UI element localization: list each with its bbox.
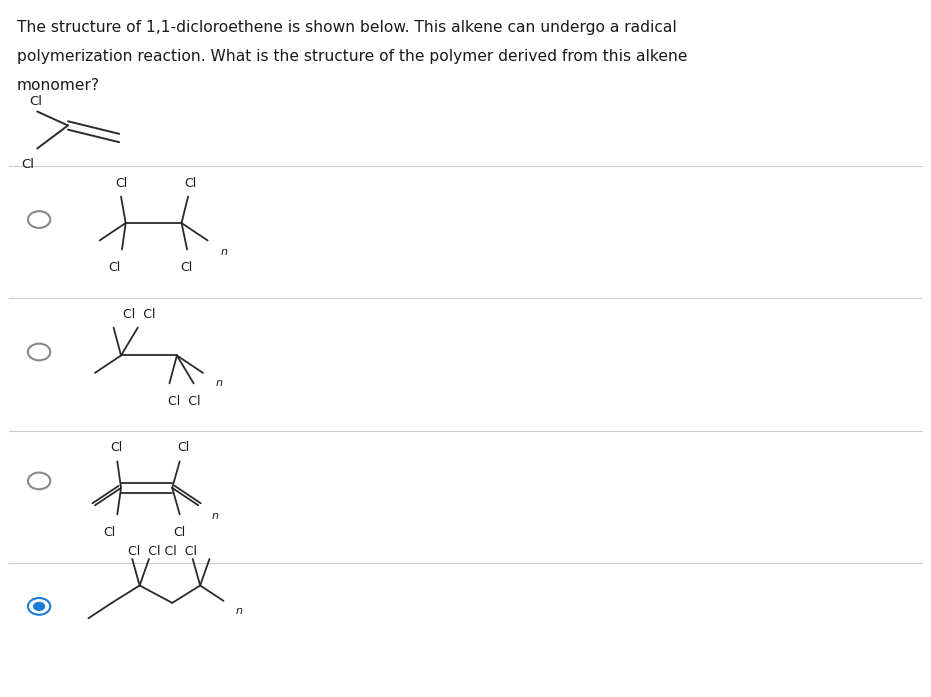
- Text: Cl: Cl: [173, 526, 186, 539]
- Text: n: n: [211, 511, 219, 521]
- Text: n: n: [216, 378, 223, 388]
- Text: Cl: Cl: [180, 261, 193, 275]
- Text: Cl  Cl: Cl Cl: [123, 307, 155, 321]
- Text: Cl: Cl: [177, 441, 190, 454]
- Text: Cl: Cl: [29, 95, 42, 108]
- Circle shape: [33, 602, 46, 611]
- Text: Cl  Cl Cl  Cl: Cl Cl Cl Cl: [128, 544, 197, 558]
- Text: Cl: Cl: [184, 176, 197, 190]
- Text: Cl  Cl: Cl Cl: [168, 395, 200, 408]
- Text: The structure of 1,1-dicloroethene is shown below. This alkene can undergo a rad: The structure of 1,1-dicloroethene is sh…: [17, 20, 677, 35]
- Text: n: n: [236, 606, 243, 616]
- Text: Cl: Cl: [115, 176, 128, 190]
- Text: Cl: Cl: [108, 261, 121, 275]
- Text: Cl: Cl: [110, 441, 123, 454]
- Text: Cl: Cl: [21, 158, 34, 171]
- Text: Cl: Cl: [103, 526, 116, 539]
- Text: polymerization reaction. What is the structure of the polymer derived from this : polymerization reaction. What is the str…: [17, 49, 687, 64]
- Text: monomer?: monomer?: [17, 78, 100, 93]
- Text: n: n: [221, 247, 228, 257]
